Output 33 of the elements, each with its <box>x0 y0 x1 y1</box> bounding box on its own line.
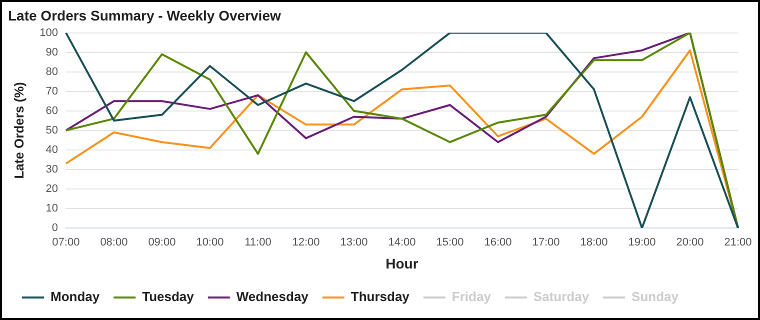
x-tick-label: 14:00 <box>388 236 416 249</box>
x-tick-label: 19:00 <box>628 236 656 249</box>
legend-label: Thursday <box>350 289 410 304</box>
x-tick-label: 16:00 <box>484 236 512 249</box>
x-tick-label: 11:00 <box>244 236 272 249</box>
y-tick-label: 80 <box>46 66 58 78</box>
y-tick-label: 90 <box>46 46 58 58</box>
x-tick-label: 18:00 <box>580 236 608 249</box>
x-tick-label: 21:00 <box>724 236 752 249</box>
x-tick-label: 15:00 <box>436 236 464 249</box>
x-tick-label: 10:00 <box>196 236 224 249</box>
x-tick-label: 13:00 <box>340 236 368 249</box>
chart-title: Late Orders Summary - Weekly Overview <box>8 7 281 24</box>
x-tick-label: 07:00 <box>52 236 80 249</box>
legend-label: Wednesday <box>236 289 310 304</box>
x-tick-label: 17:00 <box>532 236 560 249</box>
x-tick-label: 08:00 <box>100 236 128 249</box>
y-tick-label: 20 <box>46 182 58 195</box>
x-tick-label: 20:00 <box>676 236 704 249</box>
x-axis-title: Hour <box>386 255 419 272</box>
x-tick-label: 12:00 <box>292 236 320 249</box>
y-tick-label: 50 <box>46 124 58 136</box>
y-tick-label: 0 <box>52 222 58 234</box>
y-axis-title: Late Orders (%) <box>11 82 26 179</box>
y-tick-label: 60 <box>46 104 58 117</box>
x-tick-label: 09:00 <box>148 236 176 249</box>
y-tick-label: 100 <box>40 26 58 39</box>
y-tick-label: 10 <box>46 202 58 215</box>
y-tick-label: 40 <box>46 144 58 156</box>
y-tick-label: 30 <box>46 163 58 176</box>
legend-label: Monday <box>50 289 100 304</box>
legend-label: Tuesday <box>142 289 195 304</box>
y-tick-label: 70 <box>46 85 58 98</box>
